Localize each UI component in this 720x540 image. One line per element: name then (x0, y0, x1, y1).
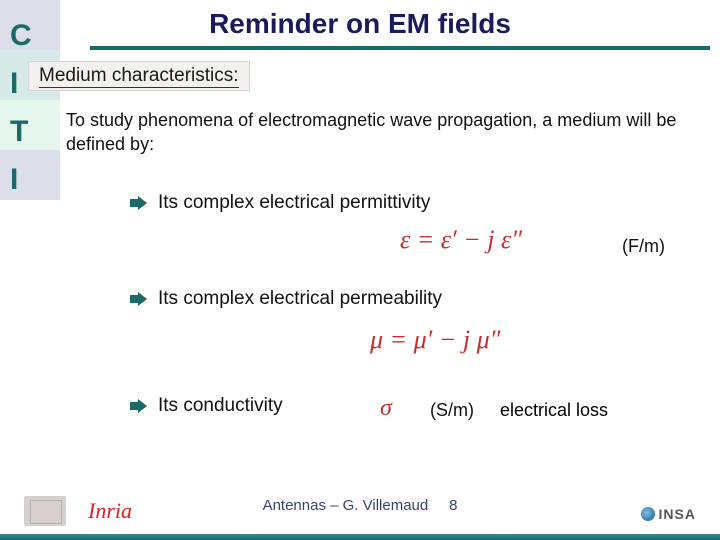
insa-text: INSA (659, 506, 696, 522)
footer-author: Antennas – G. Villemaud (263, 497, 429, 514)
title-underline (90, 46, 710, 50)
page-title: Reminder on EM fields (0, 8, 720, 40)
footer-left-logos: Inria (24, 496, 138, 526)
inria-logo: Inria (82, 498, 138, 524)
formula-permittivity: ε = ε′ − j ε″ (400, 225, 522, 255)
unit-conductivity: (S/m) (430, 400, 474, 421)
formula-permeability: μ = μ′ − j μ″ (370, 325, 500, 355)
intro-text: To study phenomena of electromagnetic wa… (66, 108, 706, 156)
bullet-arrow-icon (130, 292, 148, 306)
slide: CITI Reminder on EM fields Medium charac… (0, 0, 720, 540)
bullet-text: Its conductivity (158, 395, 283, 417)
bullet-conductivity: Its conductivity (130, 395, 283, 417)
citi-acronym: CITI (10, 12, 32, 204)
bullet-text: Its complex electrical permeability (158, 288, 442, 310)
footer-bar (0, 534, 720, 540)
bullet-arrow-icon (130, 399, 148, 413)
bullet-permittivity: Its complex electrical permittivity (130, 192, 430, 214)
bullet-arrow-icon (130, 196, 148, 210)
loss-label: electrical loss (500, 400, 608, 421)
footer-right-logo: INSA (641, 506, 696, 522)
lyon-logo-icon (24, 496, 66, 526)
footer-page-number: 8 (449, 497, 457, 514)
bullet-permeability: Its complex electrical permeability (130, 288, 442, 310)
bullet-text: Its complex electrical permittivity (158, 192, 430, 214)
unit-permittivity: (F/m) (622, 236, 665, 257)
subtitle-box: Medium characteristics: (28, 61, 250, 91)
insa-globe-icon (641, 507, 655, 521)
subtitle-text: Medium characteristics: (39, 65, 239, 88)
formula-conductivity: σ (380, 395, 392, 422)
